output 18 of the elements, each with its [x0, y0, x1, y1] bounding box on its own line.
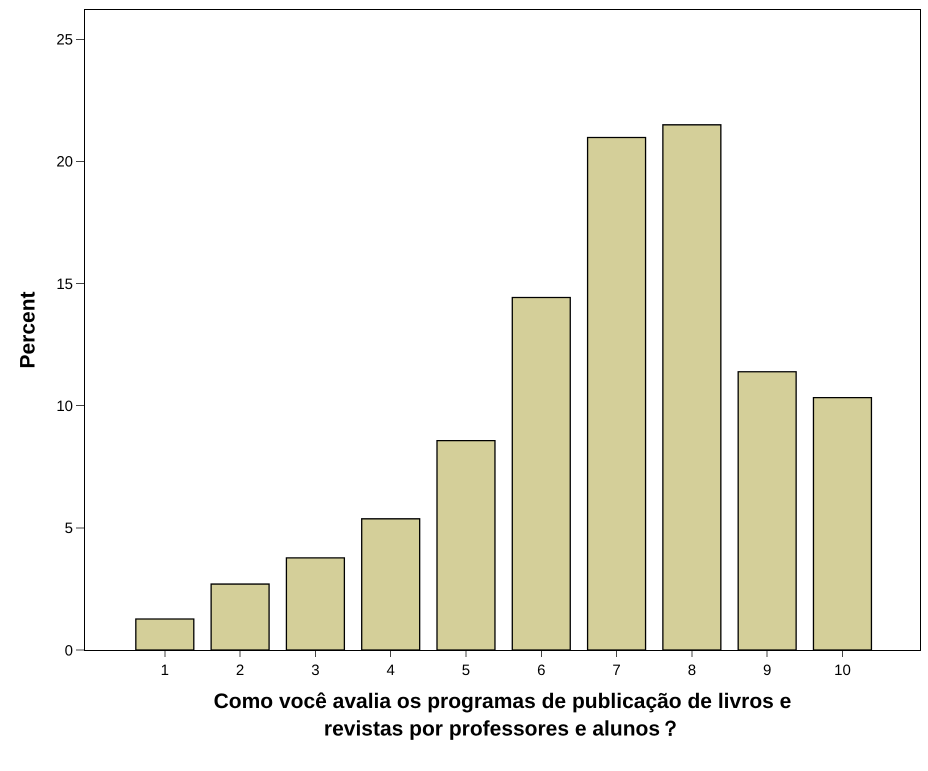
x-tick-label: 10: [834, 662, 851, 679]
y-tick-label: 15: [56, 276, 73, 293]
x-tick-label: 4: [386, 662, 395, 679]
x-tick-label: 3: [311, 662, 320, 679]
y-tick-label: 20: [56, 154, 73, 171]
y-tick-label: 5: [64, 520, 73, 538]
x-tick-label: 7: [612, 662, 621, 679]
x-tick-label: 6: [537, 662, 546, 679]
y-tick-label: 10: [56, 398, 73, 415]
y-tick-label: 0: [64, 642, 73, 660]
x-tick-label: 2: [236, 662, 244, 679]
x-tick-label: 1: [160, 662, 169, 679]
x-tick-label: 9: [762, 662, 772, 679]
x-tick-label: 5: [462, 662, 470, 679]
x-tick-label: 8: [688, 662, 696, 679]
y-axis-title: Percent: [16, 291, 40, 369]
x-axis-title: Como você avalia os programas de publicação de livros e revistas por professores e alunos？: [214, 690, 792, 740]
y-tick-label: 25: [56, 32, 73, 49]
